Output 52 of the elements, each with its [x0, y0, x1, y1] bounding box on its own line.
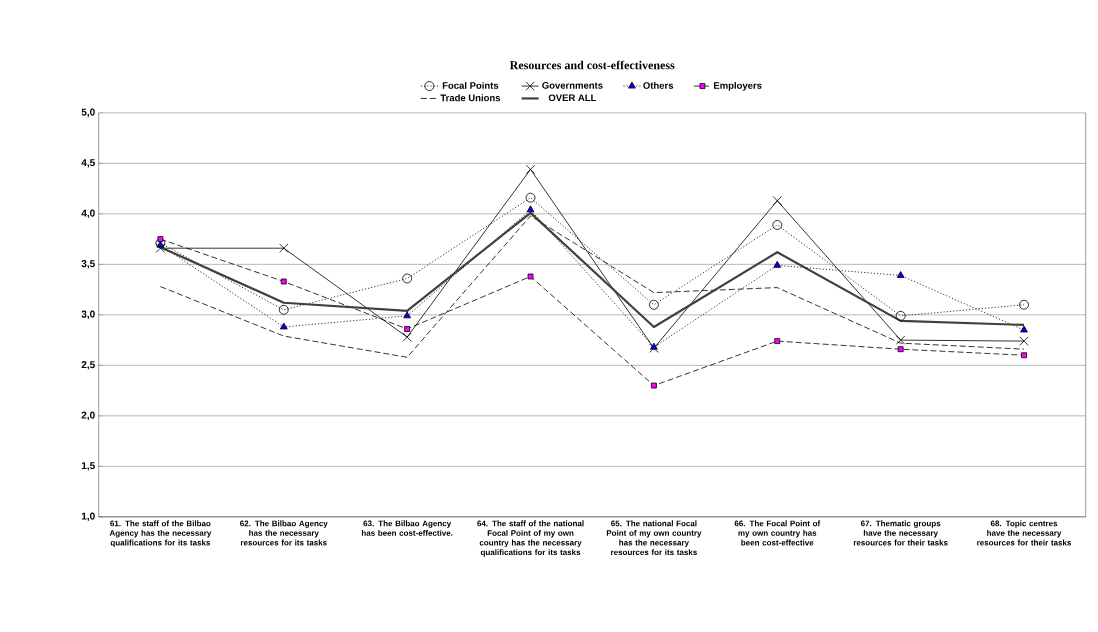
legend-label: Others — [643, 81, 674, 89]
x-tick-label: 65. The national Focal Point of my own country has the necessary resources for its tasks — [606, 520, 702, 556]
x-tick-label: 61. The staff of the Bilbao Agency has the necessary qualifications for its tasks — [109, 520, 212, 548]
x-tick-label: 63. The Bilbao Agency has been cost-effective. — [361, 520, 453, 536]
point — [525, 164, 536, 175]
x-tick-label: 62. The Bilbao Agency has the necessary resources for its tasks — [240, 520, 328, 546]
point — [525, 192, 536, 203]
point — [895, 335, 906, 345]
point — [895, 310, 906, 321]
y-tick-label: 3,5 — [81, 260, 95, 269]
legend-label: Employers — [714, 81, 762, 91]
point — [280, 278, 287, 285]
legend-label: Governments — [542, 82, 603, 89]
point — [1021, 352, 1027, 359]
y-tick-label: 2,0 — [81, 411, 95, 421]
point — [772, 196, 782, 206]
y-tick-label: 2,5 — [81, 361, 95, 370]
point — [648, 299, 659, 310]
point — [157, 236, 164, 242]
point — [279, 243, 289, 253]
point — [526, 205, 535, 213]
y-tick-label: 1,0 — [81, 512, 95, 522]
y-tick-label: 4,5 — [81, 159, 95, 168]
point — [279, 322, 288, 330]
x-tick-label: 68. Topic centres have the necessary resources for their tasks — [977, 520, 1072, 546]
point — [402, 273, 413, 284]
legend-label: Focal Points — [442, 81, 499, 89]
y-tick-label: 1,5 — [81, 462, 95, 471]
point — [1020, 325, 1028, 333]
legend-label: OVER ALL — [548, 94, 597, 102]
point — [1019, 336, 1029, 346]
point — [403, 311, 412, 319]
point — [773, 260, 782, 268]
point — [1019, 299, 1029, 310]
y-tick-label: 5,0 — [81, 108, 95, 118]
point — [650, 382, 657, 389]
x-tick-label: 66. The Focal Point of my own country has been cost-effective — [734, 520, 821, 546]
point — [527, 273, 534, 280]
point — [278, 304, 289, 315]
point — [897, 346, 904, 353]
y-tick-label: 4,0 — [81, 209, 95, 219]
point — [404, 326, 411, 332]
point — [402, 332, 412, 342]
x-tick-label: 67. Thematic groups have the necessary resources for their tasks — [853, 520, 948, 546]
chart-title: Resources and cost-effectiveness — [509, 60, 675, 70]
point — [155, 243, 166, 253]
legend-label: Trade Unions — [440, 94, 501, 102]
x-tick-label: 64. The staff of the national Focal Point of my own country has the necessary qualifications for its tasks — [477, 520, 584, 557]
y-tick-label: 3,0 — [81, 310, 95, 320]
point — [896, 271, 905, 278]
point — [772, 220, 783, 230]
point — [774, 338, 781, 345]
